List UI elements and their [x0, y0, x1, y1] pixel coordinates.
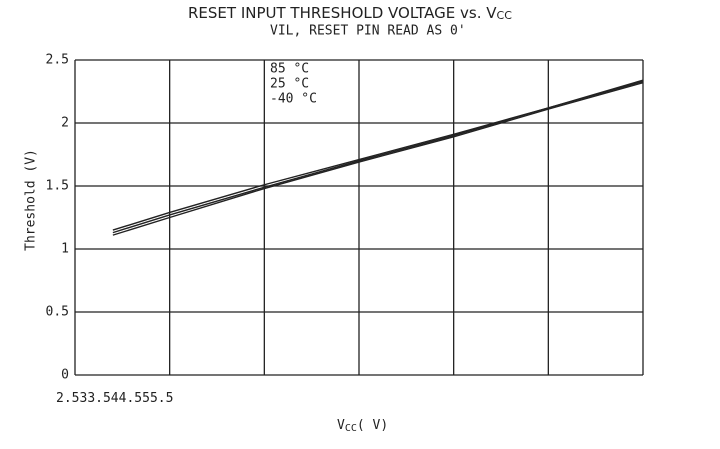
x-tick-label: 5	[142, 391, 150, 406]
x-tick-label: 3	[79, 391, 87, 406]
x-tick-label: 5.5	[150, 391, 173, 406]
chart-title: RESET INPUT THRESHOLD VOLTAGE vs. VCC	[188, 4, 512, 23]
y-tick-label: 2.5	[46, 53, 69, 68]
y-tick-label: 2	[61, 116, 69, 131]
x-axis-label: VCC( V)	[337, 418, 388, 435]
y-tick-label: 0.5	[46, 305, 69, 320]
legend-label: -40 °C	[270, 92, 317, 107]
series-line	[112, 82, 644, 236]
chart-subtitle: VIL, RESET PIN READ AS 0'	[270, 24, 466, 39]
legend-label: 25 °C	[270, 77, 309, 92]
x-tick-labels: 2.533.544.555.5	[56, 391, 173, 406]
series-line	[112, 79, 644, 231]
legend-label: 85 °C	[270, 62, 309, 77]
x-tick-label: 3.5	[87, 391, 110, 406]
y-tick-label: 1	[61, 242, 69, 257]
y-tick-label: 1.5	[46, 179, 69, 194]
y-axis-label: Threshold (V)	[24, 149, 39, 251]
x-tick-label: 4.5	[119, 391, 142, 406]
x-tick-label: 2.5	[56, 391, 79, 406]
x-tick-label: 4	[111, 391, 119, 406]
y-tick-label: 0	[61, 368, 69, 383]
